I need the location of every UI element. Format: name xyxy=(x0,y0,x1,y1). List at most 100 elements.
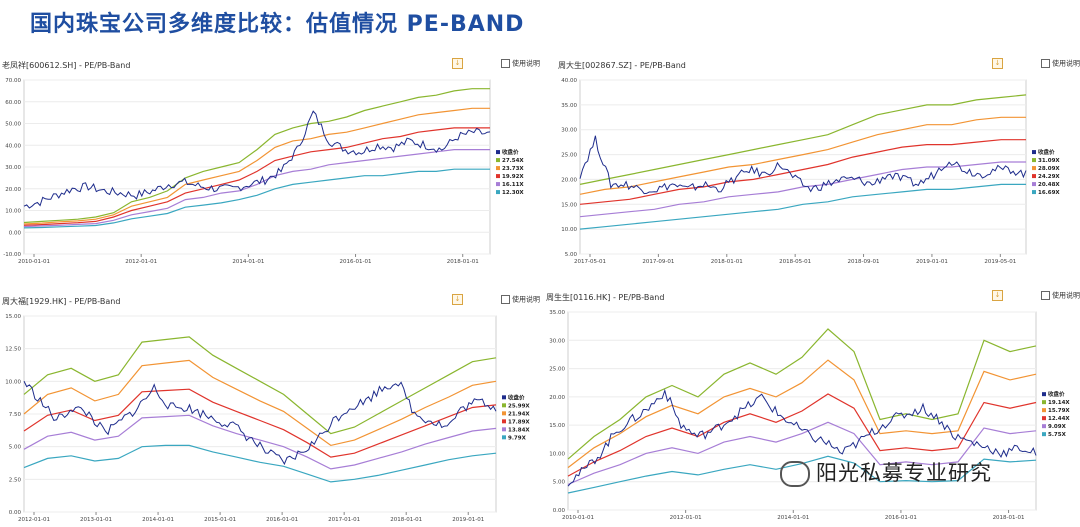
pe-band-line xyxy=(579,139,1026,205)
pe-band-line xyxy=(567,328,1037,460)
legend-label: 28.09X xyxy=(1038,166,1060,172)
help-link[interactable]: 使用说明 xyxy=(512,59,540,68)
legend-swatch xyxy=(1032,174,1036,179)
legend-label: 收盘价 xyxy=(508,393,525,401)
x-tick-label: 2017-01-01 xyxy=(328,517,360,523)
x-tick-label: 2016-01-01 xyxy=(885,515,917,521)
help-link[interactable]: 使用说明 xyxy=(1052,291,1080,300)
x-tick-label: 2016-01-01 xyxy=(340,259,372,264)
help-icon[interactable] xyxy=(1041,291,1050,300)
y-tick-label: 10.00 xyxy=(5,209,21,215)
legend-swatch xyxy=(1042,400,1046,405)
help-link[interactable]: 使用说明 xyxy=(1052,59,1080,68)
pe-band-line xyxy=(23,336,497,435)
chart-title: 周大生[002867.SZ] - PE/PB-Band xyxy=(558,61,686,70)
y-tick-label: 40.00 xyxy=(5,143,21,149)
legend-swatch xyxy=(1032,190,1036,195)
legend-swatch xyxy=(496,182,500,187)
legend-swatch xyxy=(1042,392,1046,397)
legend-swatch xyxy=(1042,432,1046,437)
legend-swatch xyxy=(496,190,500,195)
legend-swatch xyxy=(1032,182,1036,187)
pe-band-line xyxy=(23,414,497,470)
pe-band-line xyxy=(23,88,490,224)
legend-label: 收盘价 xyxy=(502,148,519,156)
watermark: 阳光私募专业研究 xyxy=(780,457,992,487)
x-tick-label: 2015-01-01 xyxy=(204,517,236,523)
y-tick-label: 50.00 xyxy=(5,122,21,128)
y-tick-label: 35.00 xyxy=(549,310,565,316)
pe-band-line xyxy=(23,168,490,229)
download-icon[interactable]: ↓ xyxy=(452,294,463,305)
pe-band-chart: 40.0035.0030.0025.0020.0015.0010.005.002… xyxy=(561,78,1060,265)
x-tick-label: 2018-01-01 xyxy=(390,517,422,523)
chart-panel-zhoudafu: 周大福[1929.HK] - PE/PB-Band ↓ 使用说明 15.00 12.… xyxy=(0,294,540,523)
pe-band-chart: 35.0030.0025.0020.0015.0010.005.000.0020… xyxy=(549,310,1070,521)
download-icon[interactable]: ↓ xyxy=(452,58,463,69)
legend-label: 15.79X xyxy=(1048,408,1070,414)
x-tick-label: 2018-01-01 xyxy=(711,259,743,264)
legend-label: 9.09X xyxy=(1048,424,1067,430)
pe-band-line xyxy=(567,421,1037,486)
x-tick-label: 2014-01-01 xyxy=(232,259,264,264)
chart-panel-laofengxiang: 老凤祥[600612.SH] - PE/PB-Band ↓ 使用说明 70.00 6… xyxy=(0,58,540,265)
pe-band-chart: 70.00 60.00 50.00 40.00 30.00 20.00 10.00 0.00 -… xyxy=(3,78,524,265)
y-tick-label: 60.00 xyxy=(5,100,21,106)
y-tick-label: 15.00 xyxy=(549,423,565,429)
legend-swatch xyxy=(1032,150,1036,155)
legend-label: 12.30X xyxy=(502,190,524,196)
pe-band-line xyxy=(23,148,490,228)
y-tick-label: 20.00 xyxy=(561,177,577,183)
close-price-line xyxy=(23,110,491,209)
y-tick-label: 30.00 xyxy=(5,165,21,171)
help-link[interactable]: 使用说明 xyxy=(512,295,540,304)
x-tick-label: 2014-01-01 xyxy=(777,515,809,521)
y-tick-label: 15.00 xyxy=(561,202,577,208)
pe-band-line xyxy=(23,127,490,226)
x-tick-label: 2012-01-01 xyxy=(18,517,50,523)
y-tick-label: 5.00 xyxy=(565,252,578,258)
y-tick-label: 10.00 xyxy=(5,379,21,385)
x-tick-label: 2017-09-01 xyxy=(642,259,674,264)
legend-label: 12.44X xyxy=(1048,416,1070,422)
x-tick-label: 2019-01-01 xyxy=(452,517,484,523)
y-tick-label: 20.00 xyxy=(5,187,21,193)
y-tick-label: 0.00 xyxy=(553,508,566,514)
legend-swatch xyxy=(496,150,500,155)
chart-title: 周大福[1929.HK] - PE/PB-Band xyxy=(2,297,121,306)
y-tick-label: 30.00 xyxy=(549,338,565,344)
close-price-line xyxy=(579,135,1027,195)
y-tick-label: 0.00 xyxy=(9,230,22,236)
pe-band-line xyxy=(23,359,497,447)
legend-swatch xyxy=(1042,424,1046,429)
close-price-line xyxy=(567,388,1037,487)
legend-swatch xyxy=(502,419,506,424)
legend-label: 20.48X xyxy=(1038,182,1060,188)
download-icon[interactable]: ↓ xyxy=(992,58,1003,69)
y-tick-label: 2.50 xyxy=(9,477,22,483)
help-icon[interactable] xyxy=(1041,59,1050,68)
chart-panel-zhoudasheng: 周大生[002867.SZ] - PE/PB-Band ↓ 使用说明 40.00 3… xyxy=(556,58,1080,265)
legend-label: 31.09X xyxy=(1038,158,1060,164)
download-icon[interactable]: ↓ xyxy=(992,290,1003,301)
legend-swatch xyxy=(502,435,506,440)
help-icon[interactable] xyxy=(501,295,510,304)
legend-swatch xyxy=(496,166,500,171)
x-tick-label: 2018-01-01 xyxy=(993,515,1025,521)
legend-label: 17.89X xyxy=(508,419,530,425)
x-tick-label: 2014-01-01 xyxy=(142,517,174,523)
x-tick-label: 2019-05-01 xyxy=(984,259,1016,264)
legend-swatch xyxy=(496,174,500,179)
legend-swatch xyxy=(1032,166,1036,171)
x-tick-label: 2012-01-01 xyxy=(670,515,702,521)
help-icon[interactable] xyxy=(501,59,510,68)
legend-label: 5.75X xyxy=(1048,432,1067,438)
y-tick-label: -10.00 xyxy=(3,252,21,258)
y-tick-label: 5.00 xyxy=(553,480,566,486)
x-tick-label: 2012-01-01 xyxy=(125,259,157,264)
watermark-text: 阳光私募专业研究 xyxy=(816,461,992,485)
y-tick-label: 7.50 xyxy=(9,412,22,418)
legend-label: 19.92X xyxy=(502,174,524,180)
pe-band-line xyxy=(567,393,1037,477)
y-tick-label: 20.00 xyxy=(549,395,565,401)
